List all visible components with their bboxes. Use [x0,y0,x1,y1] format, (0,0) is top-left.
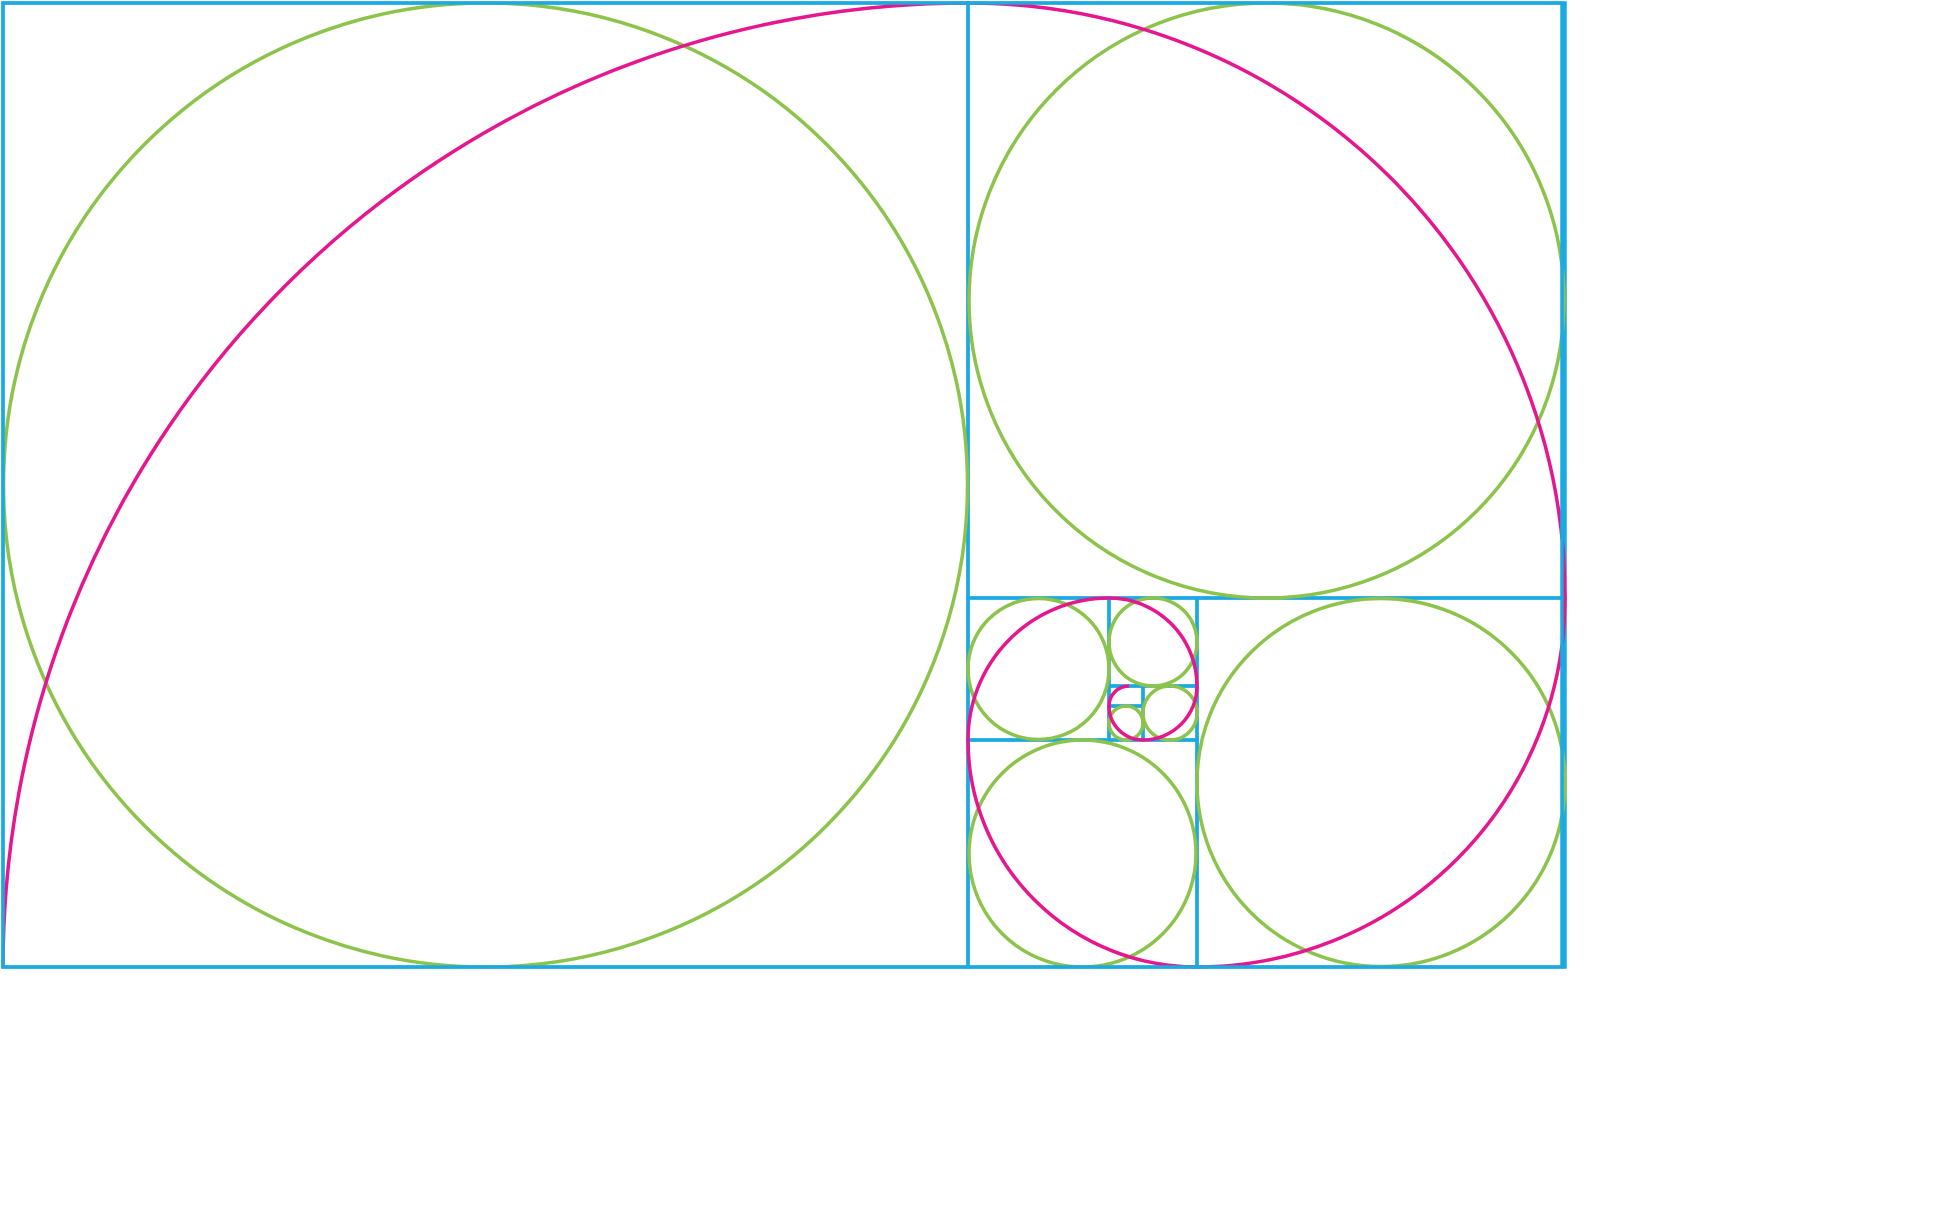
inscribed-circle-5 [966,596,1111,742]
inscribed-circle-7 [1141,684,1199,742]
inscribed-circle-6 [1107,596,1199,688]
golden-spiral [1,1,1567,969]
inscribed-circle-8 [1107,704,1145,742]
golden-rectangle-outline [1,1,1564,969]
